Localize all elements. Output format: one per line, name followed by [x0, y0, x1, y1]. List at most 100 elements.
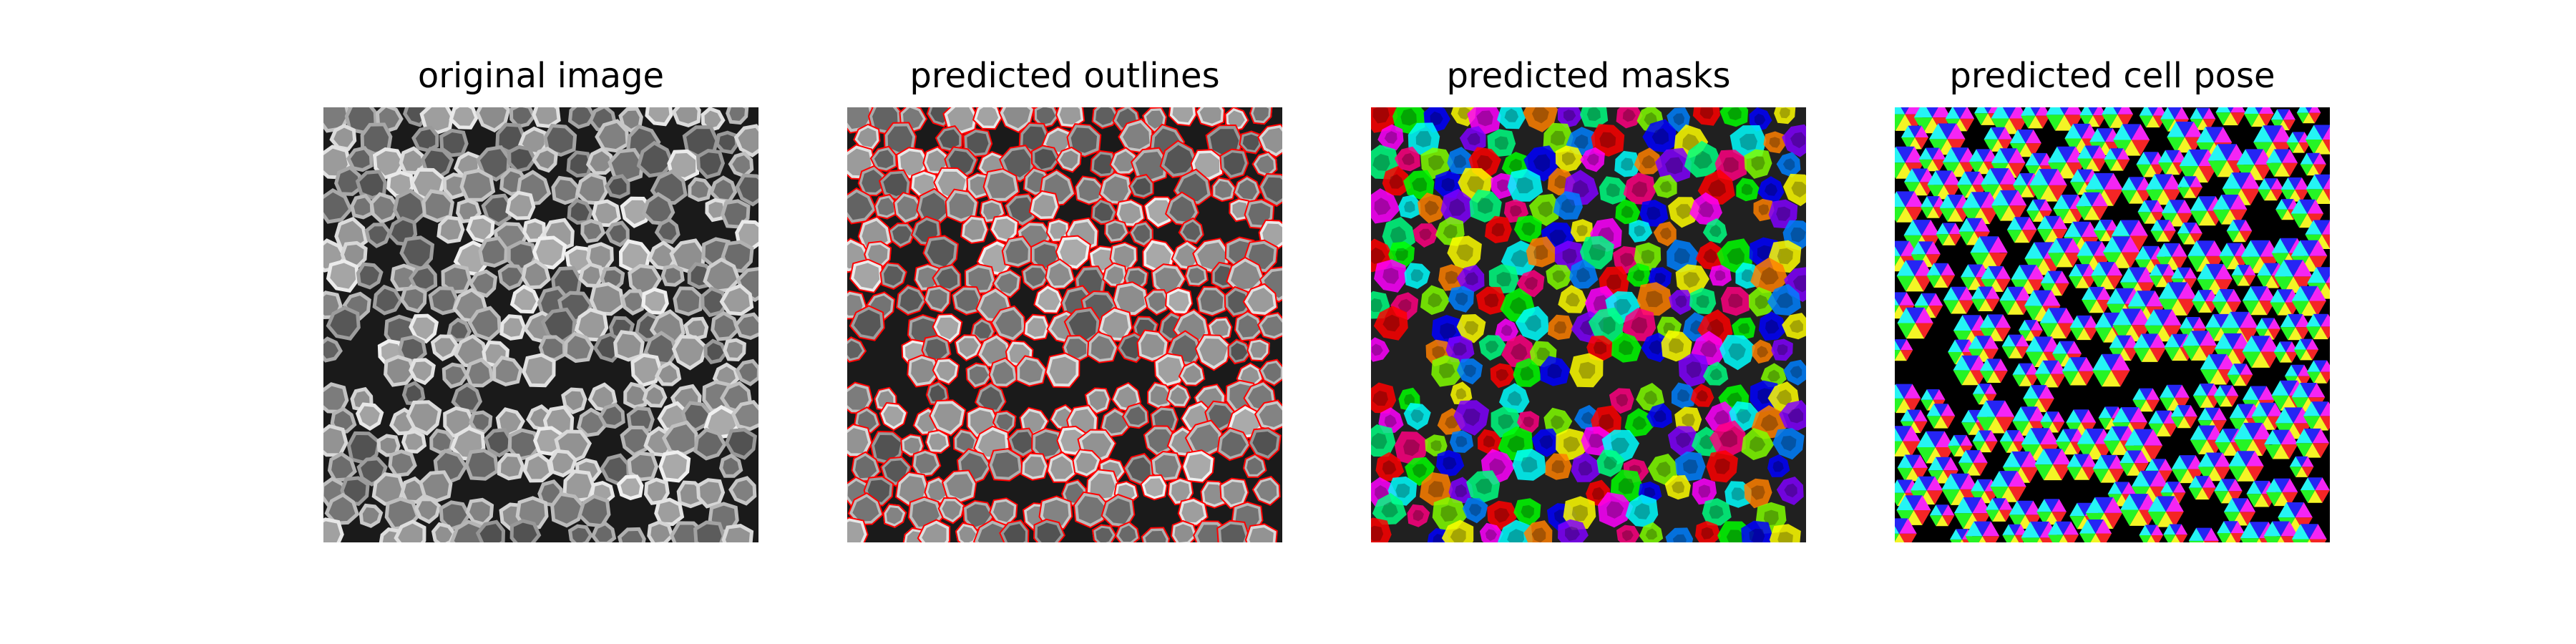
flow-wedge	[2078, 357, 2095, 371]
flow-wedge	[2025, 130, 2041, 144]
flow-wedge	[2048, 169, 2067, 185]
flow-wedge	[2228, 107, 2234, 113]
flow-wedge	[1895, 533, 1905, 542]
flow-wedge	[1933, 275, 1948, 288]
cell	[372, 284, 404, 316]
flow-wedge	[2198, 210, 2216, 226]
flow-wedge	[2289, 467, 2302, 477]
flow-wedge	[2122, 482, 2136, 494]
cell-outline	[1165, 287, 1194, 316]
flow-wedge	[1936, 515, 1948, 527]
flow-wedge	[1897, 454, 1913, 468]
cell-mask	[1371, 382, 1397, 414]
flow-wedge	[2009, 514, 2026, 529]
flow-wedge	[2229, 418, 2246, 432]
flow-wedge	[2040, 270, 2055, 283]
flow-wedge	[2009, 130, 2026, 144]
flow-wedge	[2148, 423, 2164, 436]
flow-wedge	[2021, 537, 2040, 542]
flow-wedge	[1998, 127, 2012, 140]
flow-wedge	[1895, 298, 1900, 306]
cell-mask	[1569, 259, 1599, 289]
flow-wedge	[2300, 349, 2313, 361]
flow-wedge	[2296, 443, 2313, 458]
flow-wedge	[2157, 496, 2175, 512]
flow-wedge	[1964, 171, 1980, 185]
flow-wedge	[2219, 243, 2235, 256]
flow-wedge	[2026, 363, 2039, 375]
flow-wedge	[1999, 471, 2018, 487]
cell	[585, 147, 615, 175]
flow-wedge	[2188, 527, 2204, 541]
cell	[724, 427, 757, 460]
flow-wedge	[1990, 486, 2009, 502]
cell	[620, 289, 646, 316]
flow-wedge	[1903, 235, 1922, 251]
flow-wedge	[2152, 459, 2166, 471]
flow-wedge	[2242, 351, 2261, 368]
flow-wedge	[2212, 313, 2229, 328]
flow-wedge	[2303, 401, 2321, 416]
flow-wedge	[2069, 516, 2085, 530]
flow-wedge	[1982, 521, 2000, 537]
flow-wedge	[2202, 476, 2216, 488]
flow-wedge	[2121, 190, 2137, 204]
flow-wedge	[2314, 174, 2330, 190]
cell	[326, 259, 360, 293]
flow-wedge	[2293, 338, 2307, 350]
flow-wedge	[2268, 328, 2280, 340]
flow-wedge	[2172, 243, 2187, 257]
flow-wedge	[2095, 519, 2112, 534]
flow-wedge	[2205, 407, 2220, 421]
flow-wedge	[2288, 189, 2302, 202]
flow-wedge	[2021, 115, 2036, 129]
flow-wedge	[2077, 169, 2092, 182]
flow-wedge	[2037, 229, 2053, 243]
flow-wedge	[1913, 510, 1931, 525]
flow-wedge	[2308, 301, 2326, 316]
cell-outline	[1143, 289, 1170, 316]
flow-wedge	[2264, 263, 2279, 276]
flow-wedge	[2226, 230, 2240, 243]
flow-wedge	[1918, 476, 1935, 491]
flow-wedge	[2048, 185, 2067, 202]
flow-wedge	[2184, 278, 2197, 290]
flow-wedge	[2039, 399, 2054, 412]
flow-wedge	[2272, 444, 2290, 459]
flow-wedge	[2270, 178, 2284, 190]
flow-wedge	[1948, 434, 1961, 446]
flow-wedge	[1926, 404, 1941, 416]
flow-wedge	[2120, 220, 2140, 236]
flow-wedge	[2110, 148, 2124, 160]
cell-outline	[1252, 151, 1278, 179]
flow-wedge	[2264, 178, 2278, 190]
cell-mask	[1425, 434, 1448, 457]
flow-wedge	[2197, 467, 2215, 482]
flow-wedge	[2239, 311, 2258, 328]
flow-wedge	[2113, 107, 2122, 114]
cell	[449, 107, 479, 130]
flow-wedge	[2114, 482, 2129, 494]
cell	[364, 223, 392, 248]
flow-wedge	[2321, 220, 2330, 235]
cell-mask	[1702, 361, 1729, 386]
cell	[421, 189, 454, 223]
flow-wedge	[2190, 187, 2202, 198]
flow-wedge	[1980, 371, 1994, 383]
flow-wedge	[1927, 170, 1944, 185]
flow-wedge	[2236, 149, 2255, 165]
flow-wedge	[2021, 107, 2036, 116]
flow-wedge	[2064, 253, 2082, 268]
flow-wedge	[2008, 471, 2026, 487]
flow-wedge	[1895, 518, 1908, 534]
cell-mask	[1403, 403, 1431, 431]
flow-wedge	[2039, 199, 2052, 211]
flow-wedge	[1906, 323, 1925, 339]
flow-wedge	[1972, 513, 1991, 530]
flow-wedge	[2089, 286, 2104, 301]
flow-wedge	[2046, 411, 2059, 422]
flow-wedge	[1921, 207, 1933, 218]
flow-wedge	[1914, 275, 1933, 292]
flow-wedge	[2190, 196, 2207, 211]
cell-mask	[1420, 285, 1450, 316]
